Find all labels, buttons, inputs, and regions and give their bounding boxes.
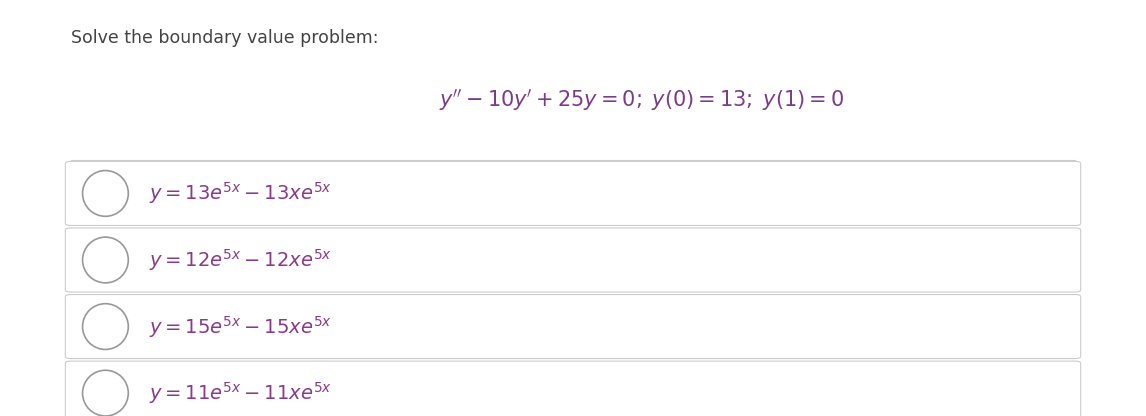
Text: $y = 13e^{5x} - 13xe^{5x}$: $y = 13e^{5x} - 13xe^{5x}$ bbox=[149, 181, 332, 206]
Text: $y = 11e^{5x} - 11xe^{5x}$: $y = 11e^{5x} - 11xe^{5x}$ bbox=[149, 380, 332, 406]
Ellipse shape bbox=[83, 171, 128, 216]
Ellipse shape bbox=[83, 370, 128, 416]
FancyBboxPatch shape bbox=[65, 228, 1081, 292]
Ellipse shape bbox=[83, 237, 128, 283]
Text: Solve the boundary value problem:: Solve the boundary value problem: bbox=[71, 29, 378, 47]
Text: $y = 15e^{5x} - 15xe^{5x}$: $y = 15e^{5x} - 15xe^{5x}$ bbox=[149, 314, 332, 339]
FancyBboxPatch shape bbox=[65, 361, 1081, 416]
FancyBboxPatch shape bbox=[65, 295, 1081, 359]
Ellipse shape bbox=[83, 304, 128, 349]
Text: $y'' - 10y' + 25y = 0;\; y(0) = 13;\; y(1) = 0$: $y'' - 10y' + 25y = 0;\; y(0) = 13;\; y(… bbox=[439, 87, 845, 113]
Text: $y = 12e^{5x} - 12xe^{5x}$: $y = 12e^{5x} - 12xe^{5x}$ bbox=[149, 247, 332, 273]
FancyBboxPatch shape bbox=[65, 161, 1081, 225]
